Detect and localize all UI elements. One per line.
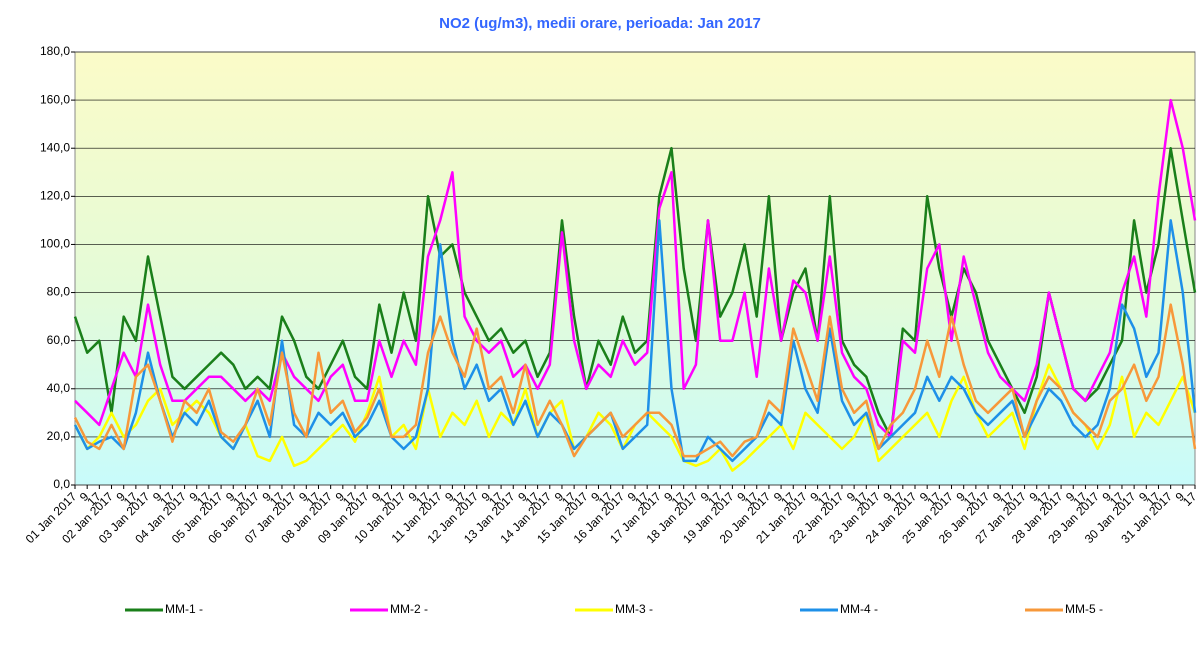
y-tick-label: 0,0 bbox=[53, 477, 70, 491]
legend-label: MM-2 - bbox=[390, 602, 428, 616]
legend-label: MM-3 - bbox=[615, 602, 653, 616]
y-tick-label: 120,0 bbox=[40, 189, 70, 203]
series-line bbox=[74, 98, 1197, 439]
series-line bbox=[73, 146, 1197, 439]
y-tick-label: 100,0 bbox=[40, 237, 70, 251]
x-tick-label: 17 bbox=[1180, 489, 1198, 509]
legend-label: MM-5 - bbox=[1065, 602, 1103, 616]
chart-title: NO2 (ug/m3), medii orare, perioada: Jan … bbox=[439, 15, 761, 32]
y-tick-label: 60,0 bbox=[47, 333, 71, 347]
y-tick-label: 40,0 bbox=[47, 381, 71, 395]
y-tick-label: 20,0 bbox=[47, 429, 71, 443]
y-tick-label: 80,0 bbox=[47, 285, 71, 299]
legend-label: MM-4 - bbox=[840, 602, 878, 616]
y-tick-label: 140,0 bbox=[40, 140, 70, 154]
series-line bbox=[73, 303, 1197, 458]
legend-label: MM-1 - bbox=[165, 602, 203, 616]
plot-area bbox=[74, 51, 1196, 486]
y-tick-label: 180,0 bbox=[40, 44, 70, 58]
series-line bbox=[73, 219, 1197, 463]
y-tick-label: 160,0 bbox=[40, 92, 70, 106]
